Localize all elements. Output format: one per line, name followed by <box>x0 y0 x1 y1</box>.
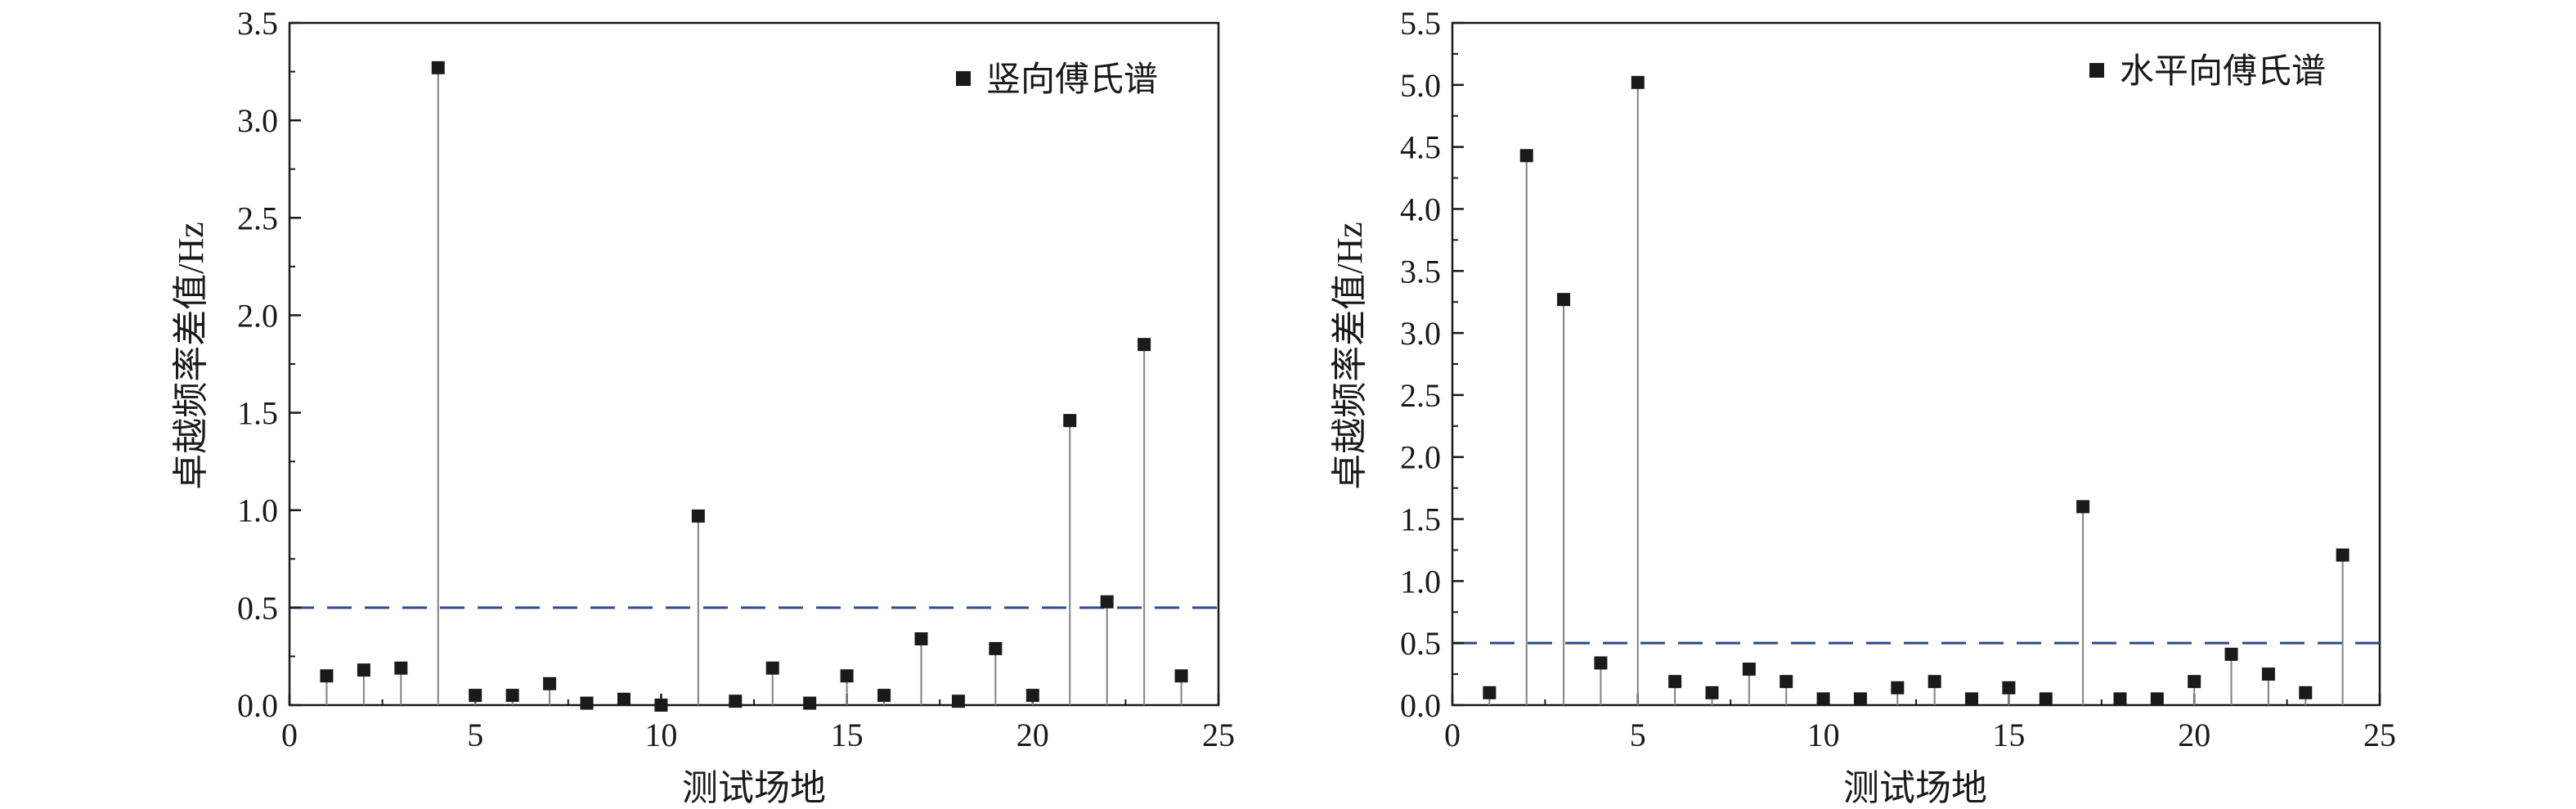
y-tick-label: 4.5 <box>1400 129 1441 166</box>
data-point <box>320 669 334 683</box>
data-point <box>951 694 965 708</box>
y-axis-title: 卓越频率差值/Hz <box>1330 222 1370 490</box>
data-point <box>765 661 779 675</box>
y-tick-label: 0.0 <box>1400 687 1441 724</box>
data-point <box>1483 685 1497 699</box>
data-point <box>1631 75 1645 89</box>
x-tick-label: 15 <box>831 717 864 753</box>
data-point <box>1025 689 1039 703</box>
data-point <box>2336 548 2349 562</box>
chart-panel-horizontal: 卓越频率差值/Hz 测试场地 水平向傅氏谱 0 5 10 15 20 25 0.0 0.5 1.… <box>1330 5 2396 808</box>
legend: 水平向傅氏谱 <box>2089 53 2326 91</box>
data-point <box>469 689 482 703</box>
x-axis-title: 测试场地 <box>1843 768 1987 808</box>
data-point <box>1705 685 1719 699</box>
y-tick-label: 2.0 <box>1400 439 1441 476</box>
data-point <box>2076 500 2090 514</box>
y-tick-label: 1.5 <box>237 395 278 432</box>
x-tick-label: 20 <box>2178 717 2210 753</box>
data-point <box>2150 692 2164 706</box>
data-point <box>2002 681 2016 694</box>
y-tick-label: 2.5 <box>1400 377 1441 414</box>
legend-marker <box>956 71 971 86</box>
legend-label: 水平向傅氏谱 <box>2120 53 2326 91</box>
data-point <box>543 676 557 690</box>
x-tick-label: 5 <box>1630 717 1646 753</box>
data-point <box>691 509 705 523</box>
y-tick-label: 3.0 <box>1400 315 1441 352</box>
y-axis-title: 卓越频率差值/Hz <box>171 222 211 490</box>
data-point <box>654 699 668 712</box>
data-point <box>1174 669 1188 683</box>
data-point <box>1891 681 1905 694</box>
data-point <box>505 689 519 703</box>
data-point <box>1742 663 1756 676</box>
x-tick-label: 0 <box>1444 717 1461 753</box>
y-tick-label: 4.0 <box>1400 191 1441 227</box>
legend-label: 竖向傅氏谱 <box>986 61 1158 99</box>
data-point <box>394 661 408 675</box>
data-point <box>1928 675 1941 689</box>
x-tick-label: 0 <box>281 717 298 753</box>
data-point <box>840 669 854 683</box>
y-tick-label: 0.5 <box>1400 625 1441 662</box>
data-point <box>1965 692 1979 706</box>
y-tick-label: 2.5 <box>237 200 278 236</box>
data-point <box>2261 667 2275 681</box>
x-tick-label: 15 <box>1992 717 2025 753</box>
x-tick-label: 5 <box>467 717 483 753</box>
y-tick-label: 1.0 <box>237 492 278 529</box>
y-tick-label: 1.0 <box>1400 563 1441 600</box>
y-tick-label: 3.5 <box>237 5 278 42</box>
x-axis-title: 测试场地 <box>682 768 826 808</box>
y-tick-label: 1.5 <box>1400 501 1441 538</box>
data-point <box>803 696 817 710</box>
x-tick-label: 10 <box>1807 717 1840 753</box>
data-point <box>1853 692 1867 706</box>
data-point <box>357 663 370 677</box>
y-tick-label: 5.0 <box>1400 67 1441 104</box>
x-tick-label: 20 <box>1016 717 1049 753</box>
plot-frame <box>1451 21 2381 707</box>
y-tick-label: 3.0 <box>237 102 278 139</box>
y-tick-label: 0.0 <box>237 687 278 724</box>
data-point <box>1063 414 1077 428</box>
data-point <box>617 692 631 706</box>
x-tick-label: 25 <box>1202 717 1235 753</box>
legend-marker <box>2089 63 2104 78</box>
data-point <box>1594 656 1608 670</box>
plot-frame <box>288 21 1220 707</box>
y-tick-label: 2.0 <box>237 297 278 334</box>
x-tick-label: 25 <box>2363 717 2396 753</box>
data-point <box>1779 675 1793 689</box>
data-point <box>2188 675 2201 689</box>
chart-panel-vertical: 卓越频率差值/Hz 测试场地 竖向傅氏谱 0 5 10 15 20 25 0.0 0.5 1.0… <box>171 5 1235 808</box>
data-point <box>431 61 445 74</box>
data-point <box>914 631 928 645</box>
legend: 竖向傅氏谱 <box>956 61 1158 99</box>
x-tick-label: 10 <box>644 717 677 753</box>
data-point <box>1816 692 1830 706</box>
data-point <box>1668 675 1682 689</box>
data-point <box>1100 595 1114 609</box>
data-point <box>2299 685 2313 699</box>
data-point <box>877 689 891 703</box>
data-point <box>1519 149 1533 163</box>
data-point <box>1557 293 1571 307</box>
data-point <box>2039 692 2053 706</box>
y-tick-label: 3.5 <box>1400 253 1441 290</box>
data-point <box>729 694 743 708</box>
y-tick-label: 5.5 <box>1400 5 1441 42</box>
data-point <box>989 641 1003 655</box>
data-point <box>1138 338 1151 352</box>
y-tick-label: 0.5 <box>237 590 278 627</box>
data-point <box>2113 692 2127 706</box>
data-point <box>2224 647 2238 661</box>
data-point <box>580 696 594 710</box>
